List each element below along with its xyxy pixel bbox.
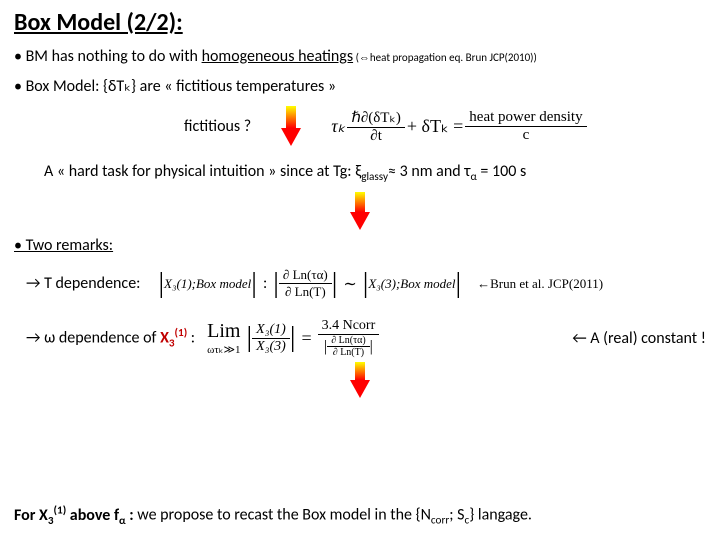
dln-num: ∂ Ln(τα) (279, 267, 332, 284)
fictitious-row: fictitious ? τₖ ℏ∂(δTₖ) ∂t + δTₖ = heat … (184, 106, 706, 146)
dln-den: ∂ Ln(T) (279, 284, 332, 300)
t-dep-label: → T dependence: (26, 274, 140, 293)
propose-end: } langage. (469, 506, 532, 525)
wdep-c: : (187, 328, 195, 347)
ratio-num: X₃(1) (252, 322, 290, 339)
ratio-den: X₃(3) (252, 339, 290, 355)
bullet-1-c: (⇔heat propagation eq. Brun JCP(2010)) (353, 51, 537, 64)
fictitious-label: fictitious ? (184, 117, 251, 136)
hard-task-b: ≈ 3 nm and τ (388, 162, 470, 181)
dln-frac: ∂ Ln(τα) ∂ Ln(T) (279, 267, 332, 300)
wdep-sup: (1) (175, 326, 188, 340)
x33-box: X₃(3);Box model (368, 276, 455, 292)
propose-a: we propose to recast the Box model in th… (134, 506, 431, 525)
lim-bot: ωτₖ≫1 (207, 343, 240, 356)
slide-title: Box Model (2/2): (14, 8, 706, 37)
for-sub2: α (119, 514, 126, 528)
rhs-den: | ∂ Ln(τα) ∂ Ln(T) | (318, 335, 380, 358)
bottom-conclusion: For X3(1) above fα : we propose to recas… (14, 503, 706, 528)
for-c: : (126, 506, 134, 525)
for-sup: (1) (54, 503, 67, 517)
rhs-den-num: ∂ Ln(τα) (327, 335, 369, 347)
hard-task-sub1: glassy (361, 170, 388, 184)
brun-2011: ←Brun et al. JCP(2011) (477, 276, 603, 292)
ratio-frac: X₃(1) X₃(3) (252, 322, 290, 355)
abs-ratio: | X₃(1) X₃(3) | (246, 322, 295, 355)
for-b: above f (66, 506, 119, 525)
bullet-2: • Box Model: {δTₖ} are « fictitious temp… (14, 76, 706, 96)
eq1-frac2-num: heat power density (465, 109, 586, 127)
bullet-1-b: homogeneous heatings (202, 47, 354, 66)
eq-sign: = (301, 328, 311, 349)
lim-top: Lim (207, 320, 240, 343)
bullet-1-a: • BM has nothing to do with (14, 47, 202, 66)
a-real-constant: ← A (real) constant ! (572, 329, 706, 348)
limit: Lim ωτₖ≫1 (207, 320, 240, 356)
center-arrow-2 (14, 362, 706, 398)
wdep-a: → ω dependence of (26, 328, 160, 347)
tilde: ∼ (343, 274, 356, 294)
abs-dln: | ∂ Ln(τα) ∂ Ln(T) | (273, 267, 337, 300)
propose-sub1: corr (431, 514, 449, 528)
abs-x31: |X₃(1);Box model| (158, 268, 256, 300)
two-remarks: • Two remarks: (14, 236, 706, 255)
sep-colon: : (263, 275, 267, 293)
t-dependence-row: → T dependence: |X₃(1);Box model| : | ∂ … (14, 267, 706, 300)
hard-task-a: A « hard task for physical intuition » s… (44, 162, 361, 181)
rhs-num: 3.4 Ncorr (318, 318, 380, 335)
center-arrow-1 (14, 192, 706, 230)
equation-1: τₖ ℏ∂(δTₖ) ∂t + δTₖ = heat power density… (331, 108, 586, 145)
bullet-1: • BM has nothing to do with homogeneous … (14, 47, 706, 66)
eq1-frac2-den: c (465, 127, 586, 144)
for-a: For X (14, 506, 48, 525)
eq1-frac1: ℏ∂(δTₖ) ∂t (347, 108, 405, 145)
x31-box: X₃(1);Box model (164, 276, 251, 292)
rhs-frac: 3.4 Ncorr | ∂ Ln(τα) ∂ Ln(T) | (318, 318, 380, 358)
abs-x33: |X₃(3);Box model| (363, 268, 461, 300)
w-dependence-row: → ω dependence of X3(1) : Lim ωτₖ≫1 | X₃… (14, 318, 706, 358)
hard-task-c: = 100 s (477, 162, 526, 181)
rhs-den-den: ∂ Ln(T) (327, 347, 369, 358)
eq1-mid: + δTₖ = (407, 116, 463, 137)
w-dep-label: → ω dependence of X3(1) : (26, 326, 195, 351)
arrow-down-icon (281, 106, 301, 146)
hard-task-line: A « hard task for physical intuition » s… (44, 162, 706, 184)
eq1-tau: τₖ (331, 116, 345, 137)
propose-mid: ; S (449, 506, 464, 525)
eq1-frac1-num: ℏ∂(δTₖ) (347, 108, 405, 128)
eq1-frac1-den: ∂t (347, 128, 405, 145)
eq1-frac2: heat power density c (465, 109, 586, 144)
rhs-den-frac: ∂ Ln(τα) ∂ Ln(T) (327, 335, 369, 358)
wdep-x: X (160, 328, 169, 347)
